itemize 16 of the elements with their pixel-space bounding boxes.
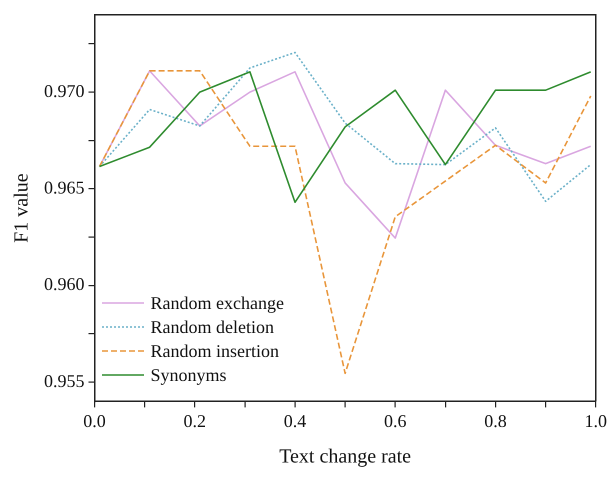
y-tick-label: 0.960: [44, 274, 84, 294]
x-tick-label: 1.0: [584, 410, 607, 431]
x-tick-label: 0.4: [284, 410, 306, 431]
x-tick-label: 0.2: [184, 410, 206, 431]
legend-label: Random deletion: [150, 316, 274, 340]
x-tick-label: 0.0: [83, 410, 106, 431]
y-tick-label: 0.965: [44, 178, 84, 198]
x-axis-title: Text change rate: [279, 445, 412, 468]
y-tick-label: 0.970: [44, 80, 84, 101]
x-tick-label: 0.6: [384, 410, 406, 431]
legend-label: Random insertion: [150, 340, 279, 364]
y-axis-title: F1 value: [10, 173, 32, 243]
legend-label: Random exchange: [150, 292, 284, 316]
legend-label: Synonyms: [150, 364, 227, 388]
x-tick-label: 0.8: [484, 410, 507, 431]
y-tick-label: 0.955: [44, 370, 84, 391]
